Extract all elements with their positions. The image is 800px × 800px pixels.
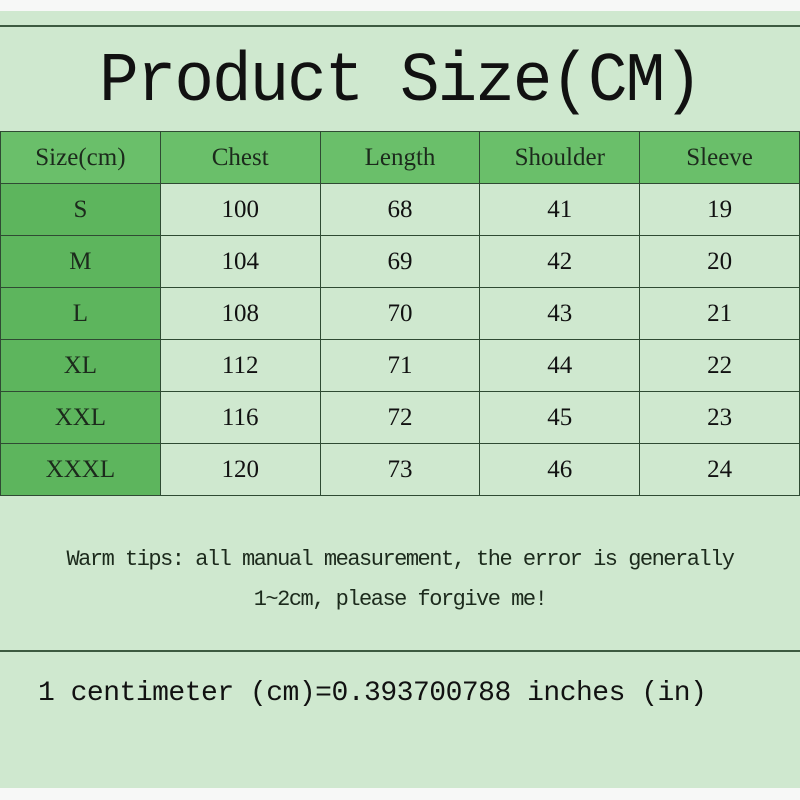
column-header: Length bbox=[319, 131, 481, 184]
table-row: M 104 69 42 20 bbox=[0, 235, 800, 288]
tips-line-2: 1~2cm, please forgive me! bbox=[253, 587, 548, 612]
value-cell: 44 bbox=[479, 339, 641, 392]
value-cell: 45 bbox=[479, 391, 641, 444]
value-cell: 71 bbox=[319, 339, 481, 392]
value-cell: 21 bbox=[639, 287, 800, 340]
value-cell: 108 bbox=[159, 287, 321, 340]
value-cell: 23 bbox=[639, 391, 800, 444]
bottom-divider bbox=[0, 650, 800, 652]
value-cell: 112 bbox=[159, 339, 321, 392]
size-cell: XL bbox=[0, 339, 161, 392]
size-cell: S bbox=[0, 183, 161, 236]
size-cell: XXXL bbox=[0, 443, 161, 496]
size-cell: XXL bbox=[0, 391, 161, 444]
tips-line-1: Warm tips: all manual measurement, the e… bbox=[66, 547, 735, 572]
table-row: S 100 68 41 19 bbox=[0, 183, 800, 236]
value-cell: 120 bbox=[159, 443, 321, 496]
column-header: Chest bbox=[159, 131, 321, 184]
value-cell: 100 bbox=[159, 183, 321, 236]
conversion-note: 1 centimeter (cm)=0.393700788 inches (in… bbox=[38, 678, 707, 709]
value-cell: 20 bbox=[639, 235, 800, 288]
column-header: Sleeve bbox=[639, 131, 800, 184]
value-cell: 70 bbox=[319, 287, 481, 340]
value-cell: 104 bbox=[159, 235, 321, 288]
value-cell: 41 bbox=[479, 183, 641, 236]
value-cell: 42 bbox=[479, 235, 641, 288]
size-cell: L bbox=[0, 287, 161, 340]
value-cell: 46 bbox=[479, 443, 641, 496]
value-cell: 116 bbox=[159, 391, 321, 444]
column-header: Shoulder bbox=[479, 131, 641, 184]
value-cell: 68 bbox=[319, 183, 481, 236]
warm-tips: Warm tips: all manual measurement, the e… bbox=[0, 540, 800, 620]
table-header-row: Size(cm) Chest Length Shoulder Sleeve bbox=[0, 131, 800, 184]
value-cell: 69 bbox=[319, 235, 481, 288]
table-row: XXXL 120 73 46 24 bbox=[0, 443, 800, 496]
top-divider bbox=[0, 25, 800, 27]
value-cell: 43 bbox=[479, 287, 641, 340]
value-cell: 24 bbox=[639, 443, 800, 496]
table-row: XXL 116 72 45 23 bbox=[0, 391, 800, 444]
value-cell: 19 bbox=[639, 183, 800, 236]
value-cell: 73 bbox=[319, 443, 481, 496]
table-row: XL 112 71 44 22 bbox=[0, 339, 800, 392]
page-title: Product Size(CM) bbox=[99, 42, 703, 121]
value-cell: 22 bbox=[639, 339, 800, 392]
size-cell: M bbox=[0, 235, 161, 288]
column-header: Size(cm) bbox=[0, 131, 161, 184]
value-cell: 72 bbox=[319, 391, 481, 444]
table-row: L 108 70 43 21 bbox=[0, 287, 800, 340]
size-table: Size(cm) Chest Length Shoulder Sleeve S 100 68… bbox=[0, 131, 800, 496]
